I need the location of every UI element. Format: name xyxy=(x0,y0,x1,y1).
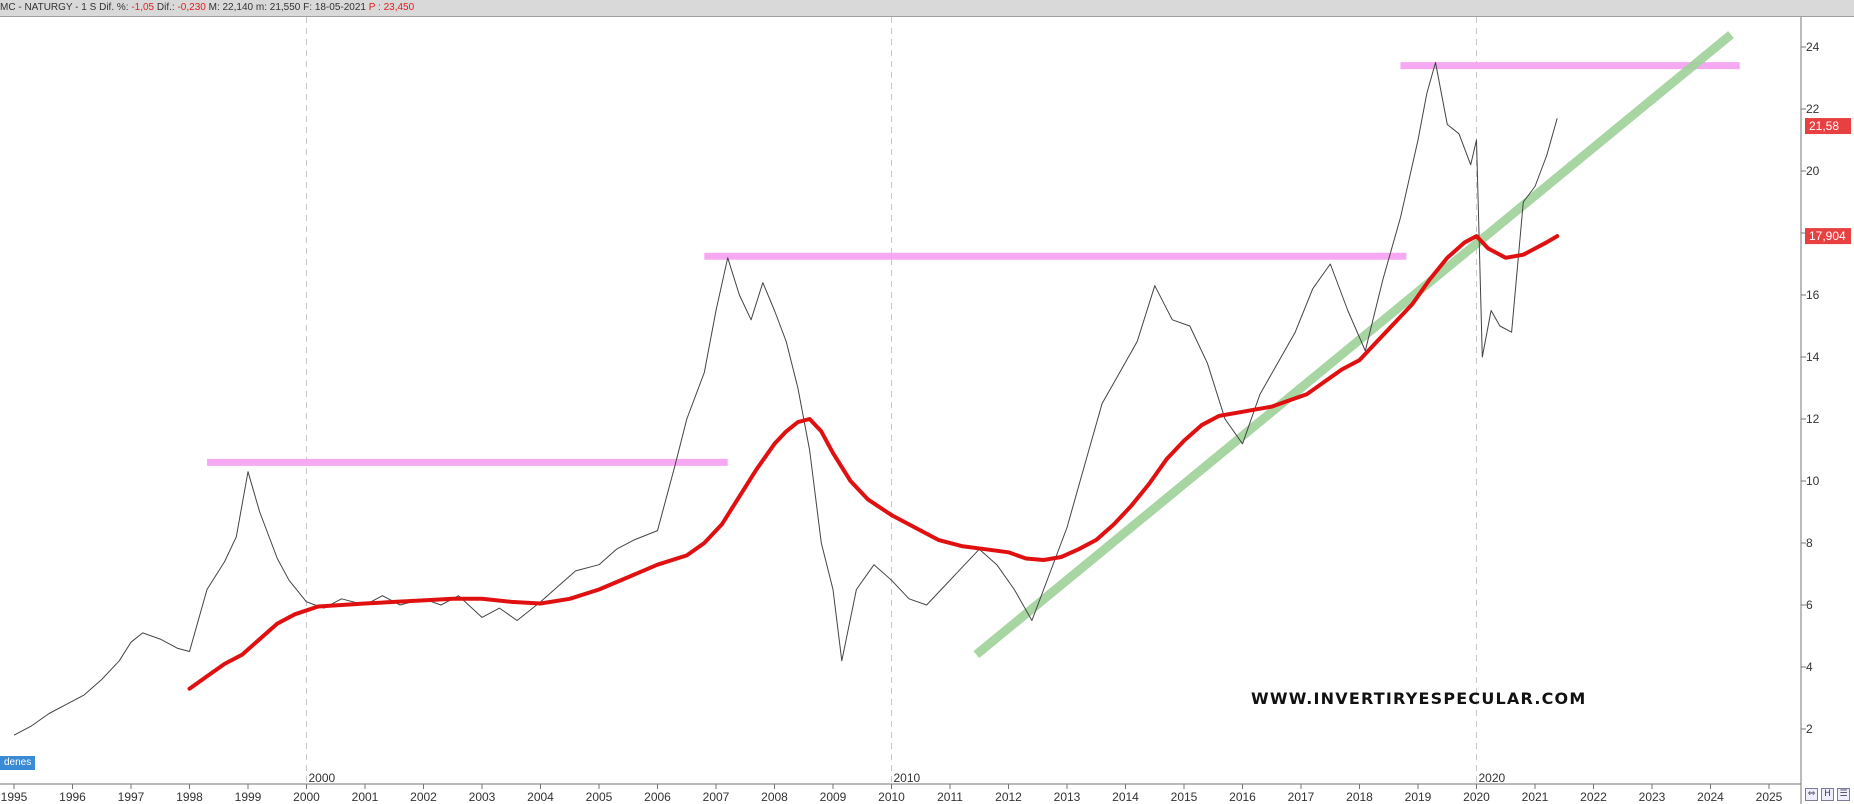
orders-tag[interactable]: denes xyxy=(0,756,36,770)
price-series-line xyxy=(13,62,1558,736)
y-tick-label: 24 xyxy=(1806,40,1820,54)
y-tick-label: 14 xyxy=(1806,350,1820,364)
x-tick-label: 2000 xyxy=(293,790,320,804)
price-tags: 21,58 17,904 xyxy=(1805,118,1851,245)
diff-pct-label: Dif. %: xyxy=(99,2,129,13)
x-tick-label: 2006 xyxy=(644,790,671,804)
x-tick-label: 2012 xyxy=(995,790,1022,804)
y-tick-label: 8 xyxy=(1806,536,1813,550)
decade-label: 2020 xyxy=(1479,771,1506,785)
x-tick-label: 2022 xyxy=(1580,790,1607,804)
decade-label: 2010 xyxy=(894,771,921,785)
chart-grid xyxy=(306,17,1477,784)
x-tick-label: 2011 xyxy=(937,790,963,804)
date-label: F: xyxy=(303,2,313,13)
max-value: 22,140 xyxy=(222,2,254,13)
x-tick-label: 1995 xyxy=(1,790,28,804)
x-tick-label: 2009 xyxy=(820,790,847,804)
x-tick-label: 2005 xyxy=(586,790,613,804)
chart-series xyxy=(13,62,1560,736)
y-tick-label: 10 xyxy=(1806,474,1820,488)
y-tick-label: 12 xyxy=(1806,412,1820,426)
auto-scale-icon[interactable]: ⇔ xyxy=(1805,788,1818,801)
x-tick-label: 2004 xyxy=(527,790,554,804)
x-tick-label: 2025 xyxy=(1756,790,1783,804)
date-value: 18-05-2021 xyxy=(314,2,366,13)
decade-label: 2000 xyxy=(309,771,336,785)
last-price-tag-bg xyxy=(1805,118,1851,135)
x-tick-label: 2007 xyxy=(703,790,730,804)
moving-average-tag-bg xyxy=(1805,228,1851,245)
x-tick-label: 1997 xyxy=(118,790,145,804)
watermark-text: WWW.INVERTIRYESPECULAR.COM xyxy=(1251,689,1586,708)
diff-value: -0,230 xyxy=(177,2,206,13)
moving-average-line xyxy=(187,234,1560,691)
x-tick-label: 2001 xyxy=(352,790,379,804)
diff-pct-value: -1,05 xyxy=(131,2,155,13)
x-tick-label: 1998 xyxy=(176,790,203,804)
x-tick-label: 2019 xyxy=(1405,790,1432,804)
x-tick-label: 2018 xyxy=(1346,790,1373,804)
header-readout: MC - NATURGY - 1 S Dif. %: -1,05 Dif.: -… xyxy=(0,2,414,13)
x-tick-label: 1996 xyxy=(59,790,86,804)
x-tick-label: 2014 xyxy=(1112,790,1139,804)
x-tick-label: 2024 xyxy=(1697,790,1724,804)
y-tick-label: 6 xyxy=(1806,598,1813,612)
settings-icon[interactable]: ☰ xyxy=(1837,788,1850,801)
chart-annotations xyxy=(207,31,1740,659)
diff-label: Dif.: xyxy=(156,2,175,13)
x-tick-label: 2023 xyxy=(1639,790,1666,804)
x-tick-label: 2017 xyxy=(1288,790,1315,804)
moving-average-tag: 17,904 xyxy=(1809,229,1846,243)
x-tick-label: 2010 xyxy=(878,790,905,804)
y-tick-label: 22 xyxy=(1806,102,1820,116)
x-tick-label: 2020 xyxy=(1463,790,1490,804)
x-tick-label: 2021 xyxy=(1522,790,1549,804)
price-value: 23,450 xyxy=(383,2,415,13)
x-tick-label: 2002 xyxy=(410,790,437,804)
x-tick-label: 2008 xyxy=(761,790,788,804)
period-label: 1 S xyxy=(81,2,97,13)
header-bar: MC - NATURGY - 1 S Dif. %: -1,05 Dif.: -… xyxy=(0,0,1854,17)
last-price-tag: 21,58 xyxy=(1809,119,1839,133)
chart-axes: 2468101214161820222419951996199719981999… xyxy=(0,17,1820,804)
price-label: P : xyxy=(368,2,381,13)
y-tick-label: 20 xyxy=(1806,164,1820,178)
uptrend-line xyxy=(973,31,1734,659)
ticker-label: MC - NATURGY - xyxy=(0,2,79,13)
y-tick-label: 16 xyxy=(1806,288,1820,302)
y-tick-label: 4 xyxy=(1806,660,1813,674)
min-label: m: xyxy=(255,2,267,13)
x-tick-label: 1999 xyxy=(235,790,262,804)
x-tick-label: 2003 xyxy=(469,790,496,804)
max-label: M: xyxy=(208,2,220,13)
min-value: 21,550 xyxy=(269,2,301,13)
x-tick-label: 2015 xyxy=(1171,790,1198,804)
x-tick-label: 2016 xyxy=(1229,790,1256,804)
x-tick-label: 2013 xyxy=(1054,790,1081,804)
layout-icon[interactable]: H xyxy=(1821,788,1834,801)
corner-controls: ⇔ H ☰ xyxy=(1805,788,1850,801)
y-tick-label: 2 xyxy=(1806,722,1813,736)
